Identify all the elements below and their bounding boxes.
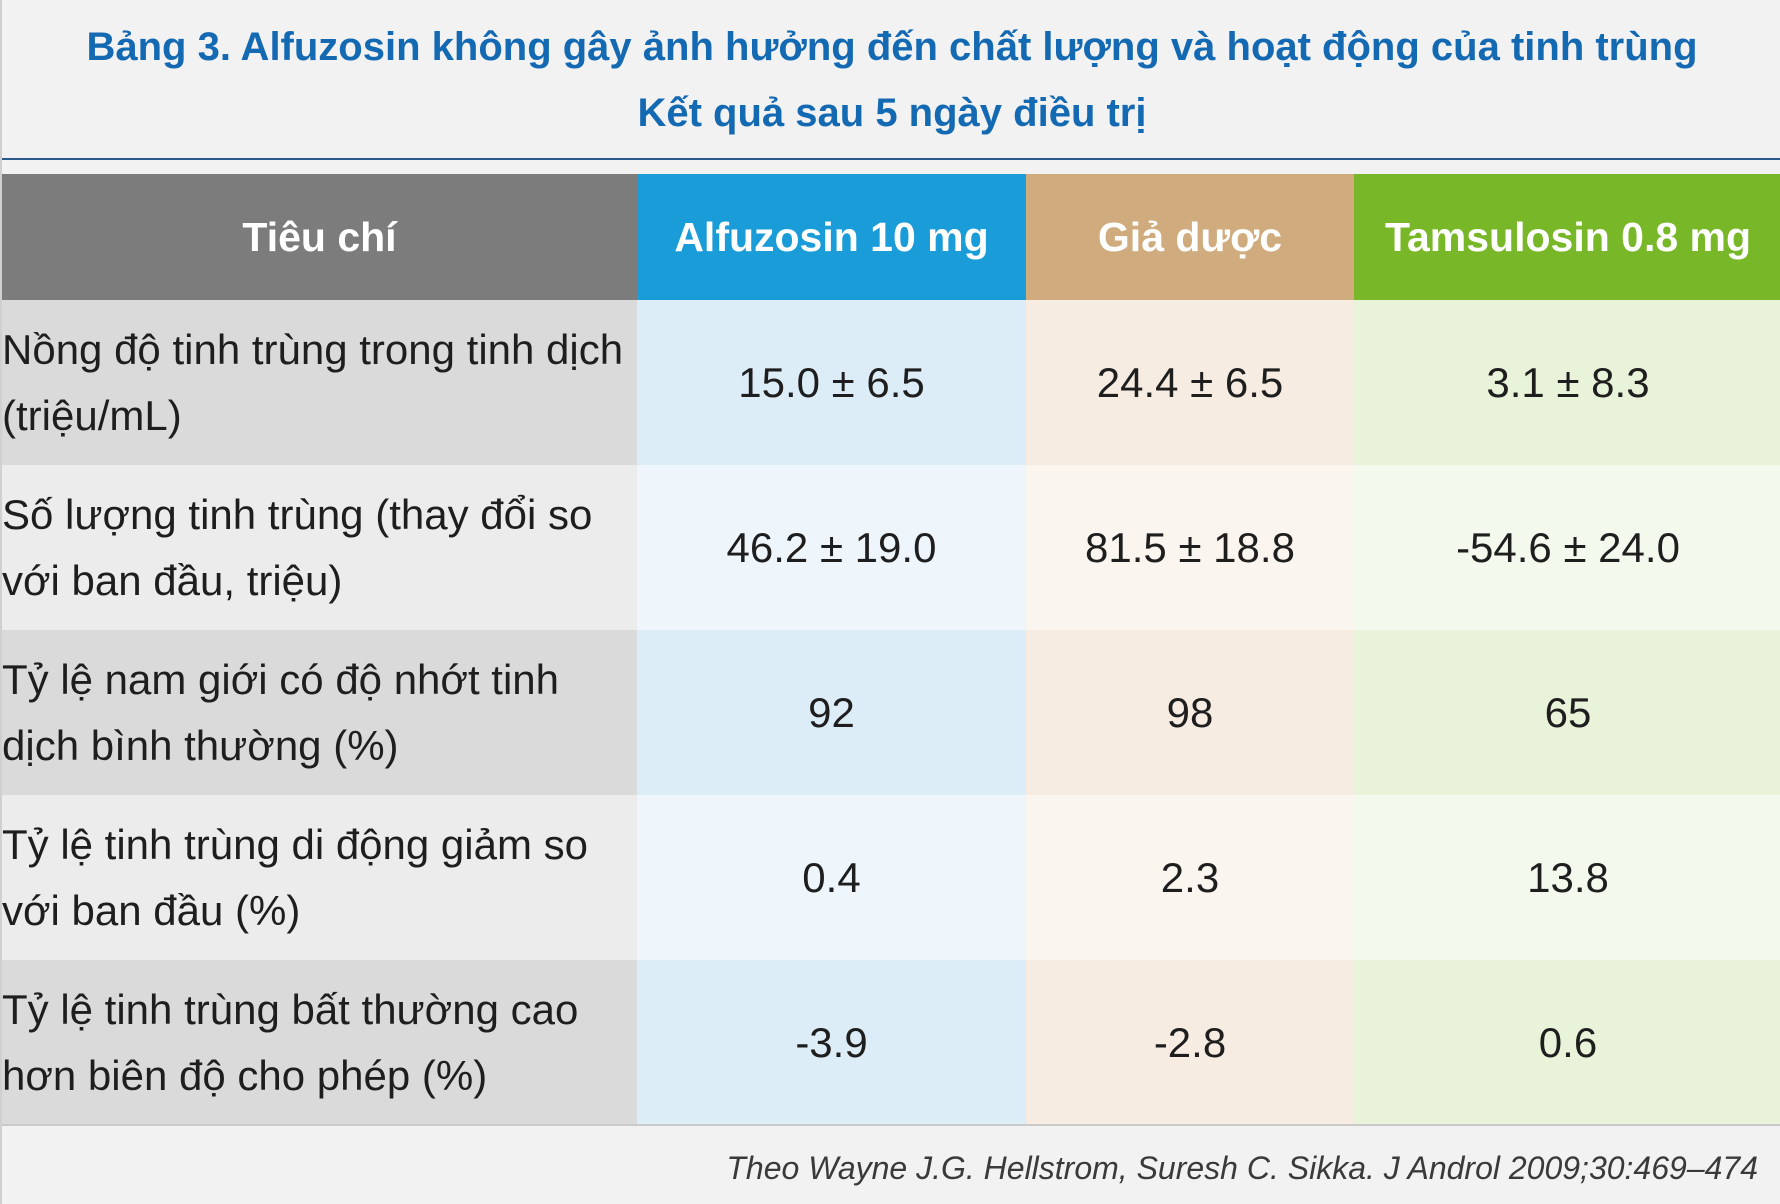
- table-row: Tỷ lệ nam giới có độ nhớt tinh dịch bình…: [2, 630, 1780, 795]
- table-title: Bảng 3. Alfuzosin không gây ảnh hưởng đế…: [86, 25, 1698, 69]
- criterion-cell: Số lượng tinh trùng (thay đổi so với ban…: [2, 465, 637, 630]
- table-row: Tỷ lệ tinh trùng bất thường cao hơn biên…: [2, 960, 1780, 1125]
- criterion-cell: Tỷ lệ tinh trùng di động giảm so với ban…: [2, 795, 637, 960]
- placebo-value: 24.4 ± 6.5: [1026, 300, 1354, 465]
- table-row: Tỷ lệ tinh trùng di động giảm so với ban…: [2, 795, 1780, 960]
- tamsulosin-value: 13.8: [1354, 795, 1780, 960]
- table-row: Nồng độ tinh trùng trong tinh dịch (triệ…: [2, 300, 1780, 465]
- tamsulosin-value: 3.1 ± 8.3: [1354, 300, 1780, 465]
- tamsulosin-value: 0.6: [1354, 960, 1780, 1125]
- alfuzosin-value: -3.9: [637, 960, 1026, 1125]
- criterion-cell: Tỷ lệ nam giới có độ nhớt tinh dịch bình…: [2, 630, 637, 795]
- header-criteria: Tiêu chí: [2, 174, 637, 300]
- alfuzosin-value: 15.0 ± 6.5: [637, 300, 1026, 465]
- header-alfuzosin: Alfuzosin 10 mg: [637, 174, 1026, 300]
- placebo-value: 2.3: [1026, 795, 1354, 960]
- header-placebo: Giả dược: [1026, 174, 1354, 300]
- source-divider: [2, 1124, 1780, 1126]
- alfuzosin-value: 92: [637, 630, 1026, 795]
- placebo-value: -2.8: [1026, 960, 1354, 1125]
- comparison-table: Tiêu chí Alfuzosin 10 mg Giả dược Tamsul…: [2, 174, 1780, 1125]
- alfuzosin-value: 46.2 ± 19.0: [637, 465, 1026, 630]
- tamsulosin-value: -54.6 ± 24.0: [1354, 465, 1780, 630]
- table-row: Số lượng tinh trùng (thay đổi so với ban…: [2, 465, 1780, 630]
- title-block: Bảng 3. Alfuzosin không gây ảnh hưởng đế…: [2, 0, 1780, 160]
- criterion-cell: Nồng độ tinh trùng trong tinh dịch (triệ…: [2, 300, 637, 465]
- criterion-cell: Tỷ lệ tinh trùng bất thường cao hơn biên…: [2, 960, 637, 1125]
- table-subtitle: Kết quả sau 5 ngày điều trị: [637, 91, 1147, 135]
- placebo-value: 81.5 ± 18.8: [1026, 465, 1354, 630]
- placebo-value: 98: [1026, 630, 1354, 795]
- tamsulosin-value: 65: [1354, 630, 1780, 795]
- source-citation: Theo Wayne J.G. Hellstrom, Suresh C. Sik…: [726, 1150, 1758, 1186]
- header-row: Tiêu chí Alfuzosin 10 mg Giả dược Tamsul…: [2, 174, 1780, 300]
- alfuzosin-value: 0.4: [637, 795, 1026, 960]
- header-tamsulosin: Tamsulosin 0.8 mg: [1354, 174, 1780, 300]
